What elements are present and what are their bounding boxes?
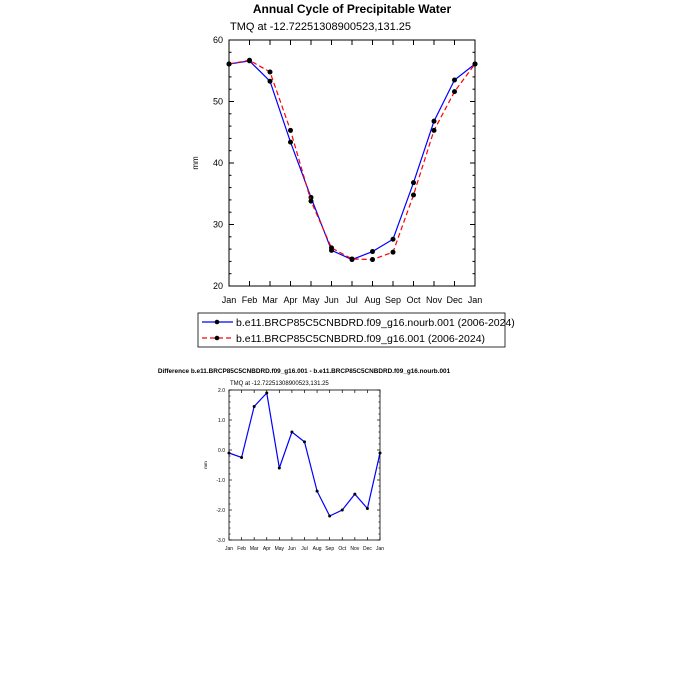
chart1-subtitle: TMQ at -12.72251308900523,131.25 (230, 21, 411, 33)
x-tick-label: Oct (338, 546, 346, 552)
x-tick-label: Jan (222, 295, 237, 305)
data-point (390, 249, 396, 255)
x-tick-label: Aug (313, 546, 322, 552)
data-point (349, 256, 355, 262)
chart2-x-tick-labels: Jan Feb Mar Apr May Jun Jul Aug Sep Oct Nov Dec Jan (225, 546, 384, 552)
x-tick-label: May (302, 295, 320, 305)
chart1-y-tick-labels: 20 30 40 50 60 (213, 35, 223, 291)
legend-label-urb: b.e11.BRCP85C5CNBDRD.f09_g16.001 (2006-2… (236, 333, 485, 345)
x-tick-label: Feb (237, 546, 246, 552)
x-tick-label: Jan (468, 295, 483, 305)
y-tick-label: -3.0 (216, 538, 225, 544)
data-point (431, 127, 437, 133)
chart2-title: Difference b.e11.BRCP85C5CNBDRD.f09_g16.… (158, 368, 451, 375)
data-point (265, 391, 269, 395)
data-point (267, 69, 273, 75)
x-tick-label: Apr (283, 295, 297, 305)
y-tick-label: 30 (213, 220, 223, 230)
y-tick-label: 2.0 (218, 388, 225, 394)
data-point (411, 192, 416, 198)
x-tick-label: Apr (263, 546, 271, 552)
data-point (303, 440, 306, 444)
data-point (452, 77, 457, 83)
data-point (340, 508, 344, 512)
data-point (411, 180, 416, 186)
x-tick-label: May (275, 546, 285, 552)
legend-marker-nourb (214, 319, 220, 325)
x-tick-label: Mar (250, 546, 259, 552)
series-line-0 (228, 60, 476, 261)
data-point (353, 492, 357, 496)
y-tick-label: 0.0 (218, 448, 225, 454)
legend-label-nourb: b.e11.BRCP85C5CNBDRD.f09_g16.nourb.001 (… (236, 317, 515, 329)
x-tick-label: Dec (446, 295, 463, 305)
chart2-y-tick-labels: -3.0 -2.0 -1.0 0.0 1.0 2.0 (216, 388, 225, 544)
y-tick-label: -1.0 (216, 478, 225, 484)
data-point (290, 430, 294, 434)
data-point (240, 456, 244, 459)
x-tick-label: Sep (325, 546, 334, 552)
chart2-plot-frame (228, 389, 381, 541)
chart1-x-tick-labels: Jan Feb Mar Apr May Jun Jul Aug Sep Oct Nov Dec Jan (222, 295, 483, 305)
x-tick-label: Dec (363, 546, 372, 552)
legend-marker-urb (214, 335, 220, 341)
chart1-plot-frame (228, 39, 476, 287)
x-tick-label: Jan (376, 546, 384, 552)
data-point (247, 57, 252, 63)
annual-cycle-chart: Annual Cycle of Precipitable Water TMQ a… (191, 2, 515, 348)
series-line-0 (228, 391, 381, 517)
y-tick-label: 40 (213, 158, 223, 168)
data-point (431, 118, 437, 124)
chart1-legend: b.e11.BRCP85C5CNBDRD.f09_g16.nourb.001 (… (197, 312, 515, 348)
chart1-ylabel: mm (191, 156, 200, 170)
data-point (390, 236, 396, 242)
x-tick-label: Mar (262, 295, 278, 305)
chart2-ticks (228, 389, 381, 541)
y-tick-label: -2.0 (216, 508, 225, 514)
chart1-title: Annual Cycle of Precipitable Water (253, 2, 452, 16)
chart1-series (226, 57, 478, 263)
chart2-ylabel: mm (203, 461, 208, 469)
data-point (370, 249, 375, 255)
chart2-series (227, 391, 382, 518)
x-tick-label: Jul (301, 546, 307, 552)
x-tick-label: Jun (288, 546, 296, 552)
x-tick-label: Sep (385, 295, 401, 305)
data-point (252, 405, 256, 408)
difference-chart: Difference b.e11.BRCP85C5CNBDRD.f09_g16.… (158, 368, 451, 552)
x-tick-label: Jul (346, 295, 358, 305)
y-tick-label: 60 (213, 35, 223, 45)
x-tick-label: Aug (364, 295, 380, 305)
data-point (288, 127, 293, 133)
x-tick-label: Nov (350, 546, 359, 552)
y-tick-label: 1.0 (218, 418, 225, 424)
data-point (365, 507, 369, 510)
x-tick-label: Oct (406, 295, 421, 305)
chart2-subtitle: TMQ at -12.72251308900523,131.25 (230, 381, 329, 387)
data-point (308, 198, 314, 204)
data-point (452, 89, 457, 95)
y-tick-label: 20 (213, 281, 223, 291)
x-tick-label: Feb (242, 295, 258, 305)
legend-frame (197, 312, 506, 348)
data-point (277, 466, 281, 470)
data-point (315, 489, 319, 493)
data-point (288, 139, 293, 145)
data-point (329, 245, 334, 251)
x-tick-label: Nov (426, 295, 443, 305)
x-tick-label: Jan (225, 546, 233, 552)
data-point (328, 514, 332, 518)
data-point (267, 78, 273, 84)
data-point (370, 257, 375, 263)
y-tick-label: 50 (213, 97, 223, 107)
series-line-1 (228, 59, 476, 261)
x-tick-label: Jun (324, 295, 339, 305)
